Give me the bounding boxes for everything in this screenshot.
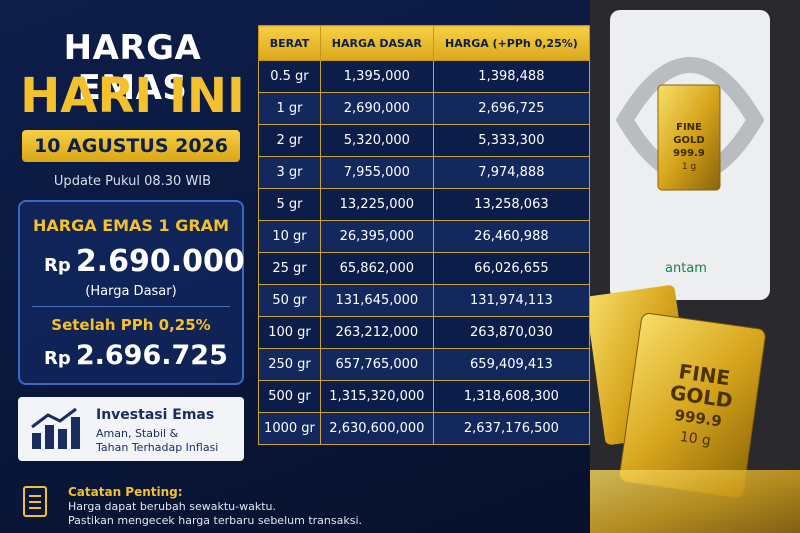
table-cell: 66,026,655	[432, 252, 591, 285]
gold-visual: FINE GOLD 999.9 1 g antam FINE GOLD 999.…	[590, 0, 800, 533]
base-note: (Harga Dasar)	[85, 284, 177, 299]
after-tax-price: 2.696.725	[75, 340, 228, 371]
table-row: 25 gr 65,862,000 66,026,655	[258, 252, 591, 285]
base-price: 2.690.000	[75, 244, 245, 279]
title: HARI INI	[20, 68, 245, 124]
invest-card: Investasi Emas Aman, Stabil & Tahan Terh…	[18, 397, 244, 461]
table-cell: 13,258,063	[432, 188, 591, 221]
table-row: 2 gr 5,320,000 5,333,300	[258, 124, 591, 157]
table-row: 0.5 gr 1,395,000 1,398,488	[258, 60, 591, 93]
note-icon	[23, 486, 47, 517]
card-bar-text: FINE	[676, 122, 702, 133]
table-row: 100 gr 263,212,000 263,870,030	[258, 316, 591, 349]
table-row: 10 gr 26,395,000 26,460,988	[258, 220, 591, 253]
brand: antam	[665, 261, 707, 276]
table-cell: 13,225,000	[319, 188, 434, 221]
table-cell: 7,974,888	[432, 156, 591, 189]
currency: Rp	[44, 255, 71, 276]
table-cell: 131,974,113	[432, 284, 591, 317]
table-cell: 50 gr	[258, 284, 321, 317]
table-cell: 2,696,725	[432, 92, 591, 125]
table-cell: 100 gr	[258, 316, 321, 349]
card-text: Tahan Terhadap Inflasi	[96, 441, 219, 454]
price: Rp 2.690.000	[44, 244, 245, 279]
table-cell: 1,398,488	[432, 60, 591, 93]
table-cell: 26,460,988	[432, 220, 591, 253]
table-row: 5 gr 13,225,000 13,258,063	[258, 188, 591, 221]
table-cell: 1 gr	[258, 92, 321, 125]
column-header: HARGA (+PPh 0,25%)	[432, 25, 591, 61]
note-text: Pastikan mengecek harga terbaru sebelum …	[68, 514, 362, 527]
column-header: HARGA DASAR	[319, 25, 434, 61]
column-header: BERAT	[258, 25, 321, 61]
card-bar-text: GOLD	[673, 135, 704, 146]
bar-text: 10 g	[679, 429, 712, 449]
table-cell: 2,630,600,000	[319, 412, 434, 445]
card-title: Investasi Emas	[96, 407, 215, 423]
card-bar-text: 999.9	[673, 148, 705, 159]
table-cell: 65,862,000	[319, 252, 434, 285]
table-cell: 263,870,030	[432, 316, 591, 349]
table-cell: 2 gr	[258, 124, 321, 157]
table-cell: 25 gr	[258, 252, 321, 285]
card-bar-text: 1 g	[682, 162, 696, 172]
table-cell: 1,318,608,300	[432, 380, 591, 413]
table-cell: 250 gr	[258, 348, 321, 381]
date-badge: 10 AGUSTUS 2026	[22, 130, 240, 162]
table-row: 1000 gr 2,630,600,000 2,637,176,500	[258, 412, 591, 445]
after-tax-heading: Setelah PPh 0,25%	[51, 316, 211, 334]
table-row: 500 gr 1,315,320,000 1,318,608,300	[258, 380, 591, 413]
chart-icon	[31, 407, 80, 449]
table-cell: 2,637,176,500	[432, 412, 591, 445]
header-row: BERAT HARGA DASAR HARGA (+PPh 0,25%)	[258, 25, 591, 61]
table-cell: 7,955,000	[319, 156, 434, 189]
table-row: 1 gr 2,690,000 2,696,725	[258, 92, 591, 125]
table-cell: 5,333,300	[432, 124, 591, 157]
table-cell: 5 gr	[258, 188, 321, 221]
table-cell: 5,320,000	[319, 124, 434, 157]
table-cell: 263,212,000	[319, 316, 434, 349]
table-cell: 26,395,000	[319, 220, 434, 253]
price-box: HARGA EMAS 1 GRAM Rp 2.690.000 (Harga Da…	[18, 200, 245, 385]
update-time: Update Pukul 08.30 WIB	[53, 174, 212, 189]
table-cell: 657,765,000	[319, 348, 434, 381]
table-cell: 1,315,320,000	[319, 380, 434, 413]
table-cell: 131,645,000	[319, 284, 434, 317]
price: Rp 2.696.725	[44, 340, 228, 371]
table-cell: 2,690,000	[319, 92, 434, 125]
note-title: Catatan Penting:	[68, 485, 183, 499]
box-heading: HARGA EMAS 1 GRAM	[33, 216, 229, 235]
card-text: Aman, Stabil &	[96, 427, 179, 440]
table-cell: 1,395,000	[319, 60, 434, 93]
table-row: 3 gr 7,955,000 7,974,888	[258, 156, 591, 189]
table-row: 50 gr 131,645,000 131,974,113	[258, 284, 591, 317]
table-cell: 500 gr	[258, 380, 321, 413]
table-cell: 1000 gr	[258, 412, 321, 445]
table-row: 250 gr 657,765,000 659,409,413	[258, 348, 591, 381]
note-text: Harga dapat berubah sewaktu-waktu.	[68, 500, 277, 513]
currency: Rp	[44, 348, 71, 369]
table-cell: 3 gr	[258, 156, 321, 189]
table-cell: 10 gr	[258, 220, 321, 253]
table-cell: 659,409,413	[432, 348, 591, 381]
table-cell: 0.5 gr	[258, 60, 321, 93]
price-table: BERAT HARGA DASAR HARGA (+PPh 0,25%) 0.5 g…	[258, 25, 591, 445]
title: HARGA EMAS	[63, 28, 202, 108]
